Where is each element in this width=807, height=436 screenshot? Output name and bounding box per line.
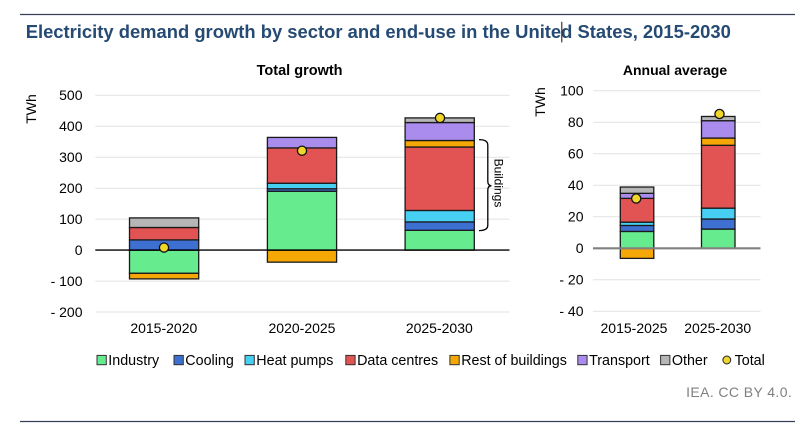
svg-text:Annual average: Annual average <box>623 62 727 78</box>
svg-text:2020-2025: 2020-2025 <box>269 320 336 336</box>
svg-text:TWh: TWh <box>532 87 548 117</box>
svg-text:0: 0 <box>576 240 584 256</box>
svg-text:IEA. CC BY 4.0.: IEA. CC BY 4.0. <box>686 384 792 400</box>
svg-text:300: 300 <box>59 149 83 165</box>
svg-text:2015-2025: 2015-2025 <box>601 320 668 336</box>
svg-text:0: 0 <box>75 242 83 258</box>
svg-text:- 20: - 20 <box>559 272 583 288</box>
svg-text:- 40: - 40 <box>559 303 583 319</box>
svg-text:Data centres: Data centres <box>357 353 438 369</box>
svg-text:- 100: - 100 <box>51 273 83 289</box>
svg-text:Total: Total <box>735 353 765 369</box>
svg-text:Buildings: Buildings <box>492 159 506 208</box>
svg-text:20: 20 <box>568 209 584 225</box>
svg-text:TWh: TWh <box>23 94 39 124</box>
svg-text:Total growth: Total growth <box>257 63 343 79</box>
svg-text:500: 500 <box>59 87 83 103</box>
svg-text:100: 100 <box>59 211 83 227</box>
svg-text:Cooling: Cooling <box>185 353 234 369</box>
svg-text:80: 80 <box>568 114 584 130</box>
svg-text:2025-2030: 2025-2030 <box>684 320 751 336</box>
svg-text:Rest of buildings: Rest of buildings <box>461 353 567 369</box>
svg-text:- 200: - 200 <box>51 304 83 320</box>
svg-text:400: 400 <box>59 118 83 134</box>
svg-text:100: 100 <box>560 83 584 99</box>
svg-text:Electricity demand growth by s: Electricity demand growth by sector and … <box>26 21 731 42</box>
svg-text:60: 60 <box>568 146 584 162</box>
svg-text:Heat pumps: Heat pumps <box>256 353 333 369</box>
svg-text:2025-2030: 2025-2030 <box>406 320 473 336</box>
svg-text:2015-2020: 2015-2020 <box>130 320 197 336</box>
svg-text:200: 200 <box>59 180 83 196</box>
svg-text:Industry: Industry <box>108 353 160 369</box>
svg-text:Transport: Transport <box>589 353 650 369</box>
svg-text:40: 40 <box>568 177 584 193</box>
svg-text:Other: Other <box>672 353 708 369</box>
